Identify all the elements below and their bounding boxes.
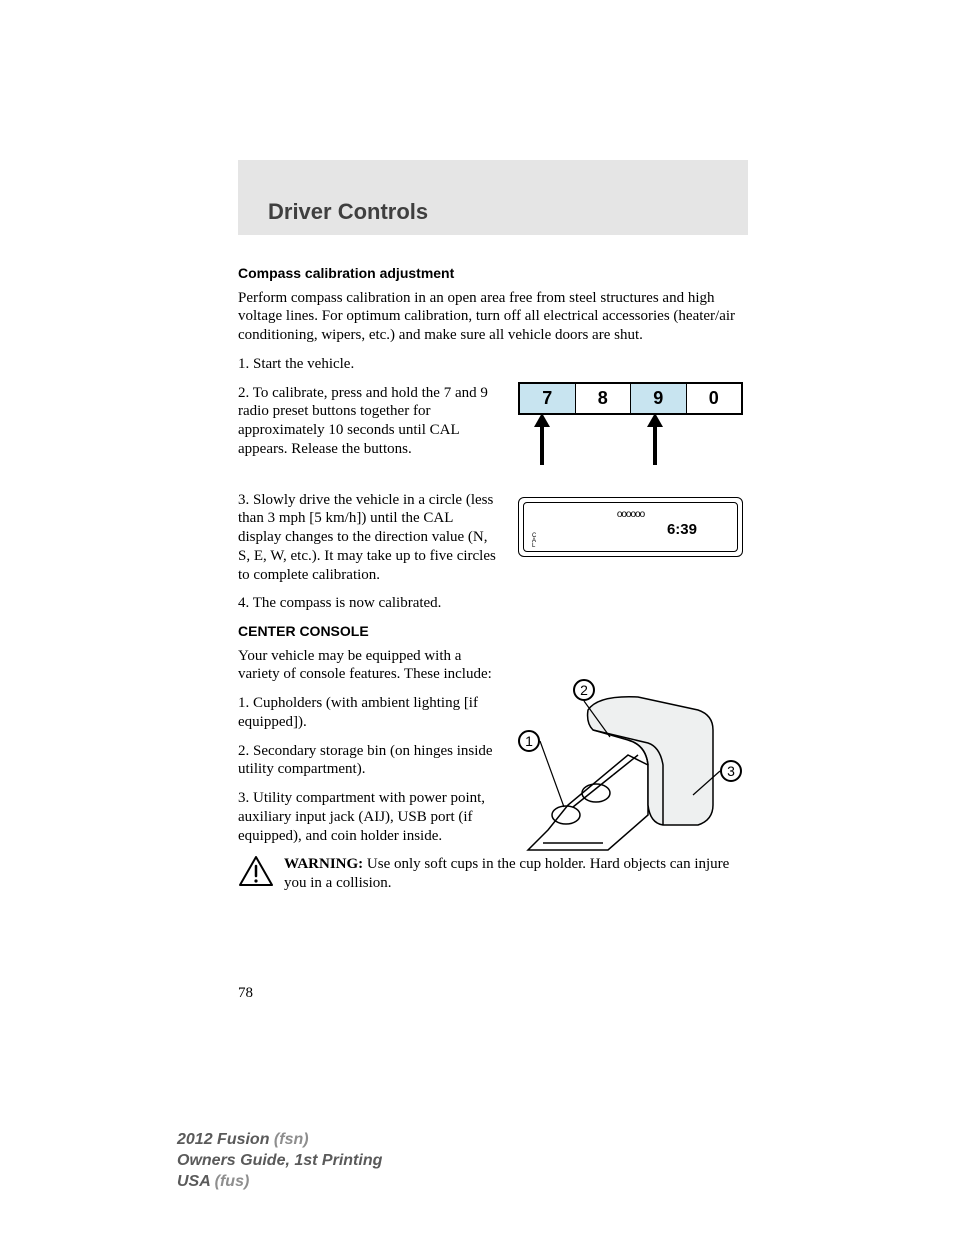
radio-preset-7: 7 [520, 384, 576, 413]
section-heading: Compass calibration adjustment [238, 265, 743, 283]
chapter-title: Driver Controls [268, 199, 428, 225]
display-figure: oooooo 6:39 CAL [518, 497, 743, 557]
display-cal-indicator: CAL [532, 534, 536, 549]
radio-preset-0: 0 [687, 384, 742, 413]
footer-block: 2012 Fusion (fsn) Owners Guide, 1st Prin… [177, 1130, 382, 1192]
callout-1: 1 [518, 730, 540, 752]
callout-3: 3 [720, 760, 742, 782]
footer-line-3: USA (fus) [177, 1172, 382, 1193]
display-time: 6:39 [667, 521, 697, 540]
radio-preset-9: 9 [631, 384, 687, 413]
warning-text: WARNING: Use only soft cups in the cup h… [284, 855, 743, 893]
console-figure: 1 2 3 [518, 675, 743, 855]
warning-block: WARNING: Use only soft cups in the cup h… [238, 855, 743, 893]
console-illustration [518, 675, 743, 855]
step-2: 2. To calibrate, press and hold the 7 an… [238, 384, 498, 459]
console-item-2: 2. Secondary storage bin (on hinges insi… [238, 742, 498, 780]
up-arrow-icon [653, 425, 657, 465]
warning-label: WARNING: [284, 856, 363, 872]
arrow-indicators [518, 415, 743, 470]
chapter-header: Driver Controls [238, 160, 748, 235]
footer-line-1: 2012 Fusion (fsn) [177, 1130, 382, 1151]
intro-paragraph: Perform compass calibration in an open a… [238, 289, 743, 345]
display-screen: oooooo 6:39 CAL [523, 502, 738, 552]
callout-2: 2 [573, 679, 595, 701]
page-number: 78 [238, 985, 253, 1002]
display-dots: oooooo [617, 509, 644, 522]
console-intro: Your vehicle may be equipped with a vari… [238, 647, 498, 685]
page-content: Compass calibration adjustment Perform c… [238, 265, 743, 893]
step-4: 4. The compass is now calibrated. [238, 594, 743, 613]
warning-icon [238, 855, 274, 887]
step-1: 1. Start the vehicle. [238, 355, 743, 374]
radio-preset-8: 8 [576, 384, 632, 413]
console-item-3: 3. Utility compartment with power point,… [238, 789, 498, 845]
console-item-1: 1. Cupholders (with ambient lighting [if… [238, 694, 498, 732]
step-3: 3. Slowly drive the vehicle in a circle … [238, 491, 498, 585]
radio-preset-figure: 7890 [518, 382, 743, 470]
footer-line-2: Owners Guide, 1st Printing [177, 1151, 382, 1172]
section-heading-2: CENTER CONSOLE [238, 623, 743, 641]
up-arrow-icon [540, 425, 544, 465]
radio-button-row: 7890 [518, 382, 743, 415]
